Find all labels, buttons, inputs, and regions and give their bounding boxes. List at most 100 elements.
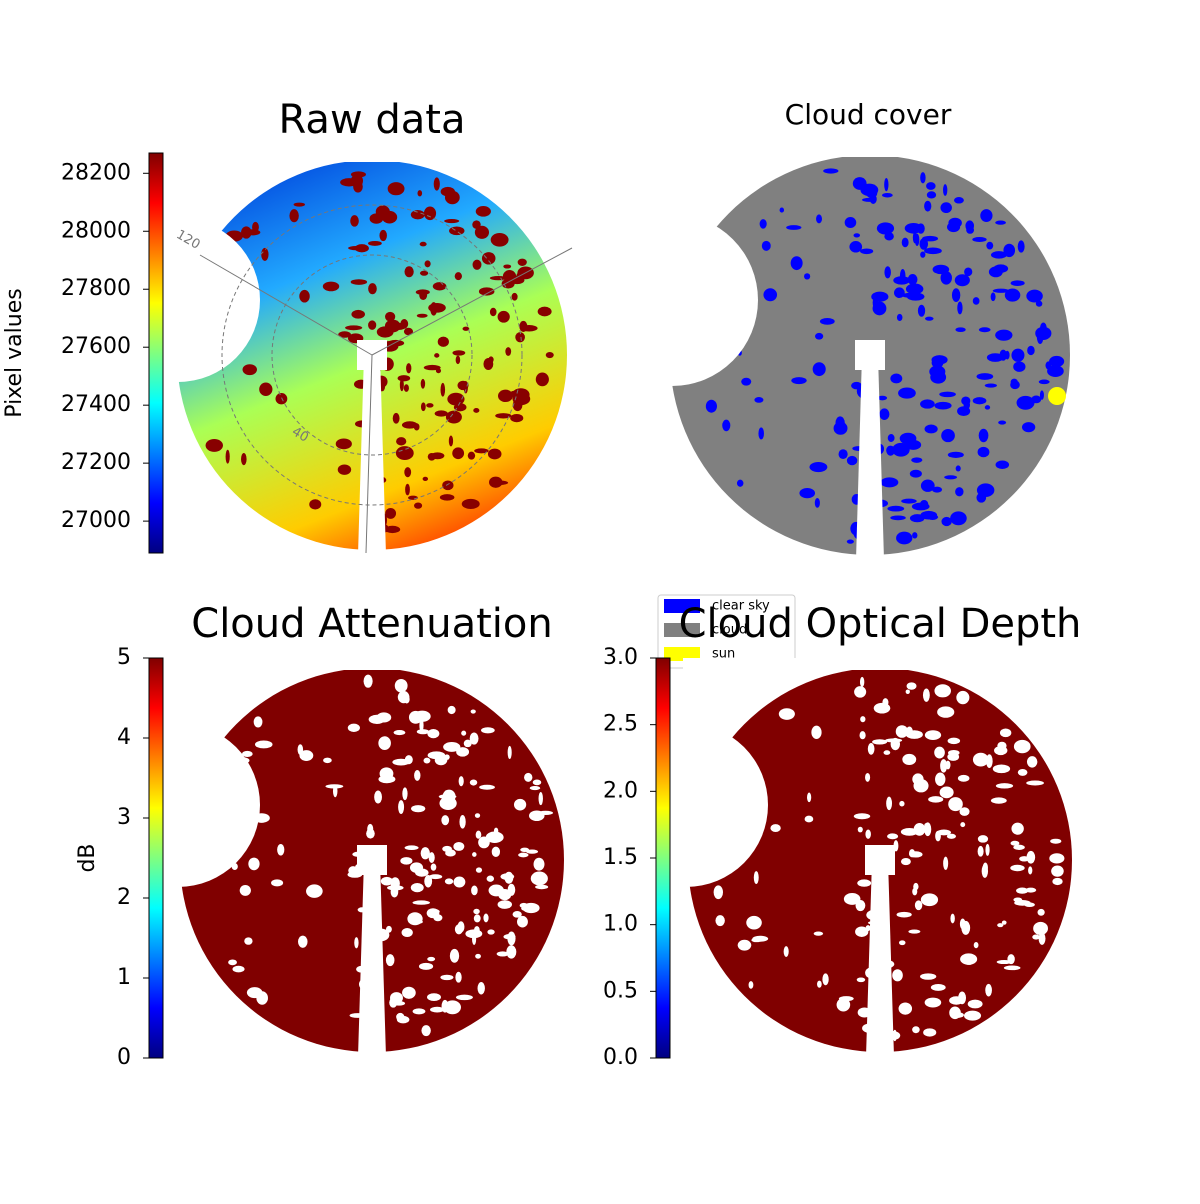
cloud-patch (900, 827, 918, 836)
cloud-patch (408, 710, 423, 724)
cloud-patch (920, 251, 926, 258)
cloud-patch (434, 353, 440, 358)
polar-ring (271, 254, 473, 456)
cloud-patch (478, 287, 495, 296)
cloud-patch (412, 900, 431, 905)
cloud-patch (401, 421, 418, 429)
cloud-patch (894, 287, 905, 299)
cloud-patch (454, 924, 463, 935)
cloud-patch (403, 384, 409, 392)
cloud-patch (1013, 361, 1026, 372)
cloud-patch (532, 779, 542, 786)
cloud-patch (908, 929, 921, 934)
cloud-patch (754, 396, 764, 403)
cloud-patch (432, 282, 447, 291)
cloud-patch (909, 851, 923, 858)
cloud-patch (422, 476, 429, 481)
cloud-patch (325, 784, 344, 789)
polar-label: 40 (289, 424, 311, 445)
cloud-patch (790, 256, 803, 271)
cloud-patch (885, 738, 903, 743)
cloud-patch (338, 331, 351, 338)
cloud-patch (803, 273, 811, 280)
cloud-patch (943, 856, 949, 870)
panel-title: Cloud cover (785, 98, 952, 131)
cloud-patch (398, 800, 405, 815)
polar-axis (199, 254, 373, 356)
cloud-patch (414, 502, 423, 509)
cloud-patch (955, 465, 961, 472)
cloud-patch (934, 401, 952, 410)
cloud-patch (426, 908, 440, 919)
cloud-patch (530, 871, 548, 886)
cloud-patch (956, 690, 970, 705)
cloud-patch (1003, 965, 1021, 971)
cloud-patch (1026, 850, 1036, 864)
cloud-patch (441, 815, 450, 826)
cloud-patch (1021, 422, 1036, 433)
cloud-patch (853, 813, 871, 820)
mast-shadow (358, 860, 386, 1057)
cloud-patch (457, 380, 469, 391)
cloud-patch (713, 885, 724, 900)
cloud-patch (473, 408, 480, 413)
mask-top (172, 150, 572, 162)
cloud-patch (440, 186, 455, 197)
cloud-patch (261, 247, 269, 261)
cloud-patch (860, 716, 866, 723)
colorbar-tick-label: 2 (117, 885, 131, 910)
cloud-patch (474, 926, 480, 935)
cloud-patch (518, 852, 529, 858)
cloud-patch (444, 878, 454, 885)
cloud-patch (242, 364, 257, 376)
cloud-patch (948, 797, 963, 812)
colorbar-tick-label: 4 (117, 725, 131, 750)
panel-title: Cloud Optical Depth (679, 601, 1082, 647)
cloud-patch (907, 274, 918, 286)
cloud-patch (867, 742, 875, 755)
cloud-patch (299, 750, 314, 761)
cloud-patch (935, 772, 946, 787)
cloud-patch (537, 306, 552, 317)
cloud-patch (998, 420, 1007, 425)
cloud-patch (892, 442, 910, 457)
cloud-patch (452, 447, 465, 460)
cloud-patch (934, 746, 945, 759)
cloud-patch (306, 884, 323, 898)
cloud-patch (256, 991, 268, 1005)
sun-marker (1048, 387, 1066, 405)
cloud-patch (533, 857, 545, 871)
cloud-patch (1013, 739, 1031, 754)
cloud-patch (899, 800, 905, 807)
cloud-patch (417, 190, 423, 197)
cloud-patch (905, 689, 910, 695)
cloud-patch (778, 708, 795, 720)
cloud-patch (920, 479, 935, 492)
cloud-patch (947, 451, 964, 458)
legend-label: sun (712, 647, 735, 662)
mast-shadow (856, 355, 884, 560)
cloud-patch (881, 192, 893, 198)
cloud-patch (823, 168, 839, 174)
cloud-patch (984, 383, 998, 388)
cloud-patch (990, 797, 1007, 804)
colorbar-tick-label: 0 (117, 1045, 131, 1070)
cloud-patch (323, 757, 332, 764)
cloud-patch (455, 971, 462, 983)
cloud-patch (497, 389, 513, 403)
cloud-patch (487, 448, 502, 460)
cloud-patch (899, 268, 906, 283)
cloud-patch (423, 364, 441, 371)
cloud-patch (939, 786, 954, 799)
cloud-patch (390, 877, 400, 890)
cloud-patch (368, 320, 377, 330)
cloud-patch (914, 900, 923, 911)
cloud-patch (890, 373, 903, 384)
cloud-patch (905, 283, 924, 295)
cloud-patch (449, 948, 460, 963)
cloud-patch (978, 428, 989, 443)
cloud-patch (1051, 865, 1064, 877)
cloud-patch (1010, 840, 1020, 846)
cloud-patch (855, 926, 869, 937)
cloud-patch (887, 505, 905, 512)
